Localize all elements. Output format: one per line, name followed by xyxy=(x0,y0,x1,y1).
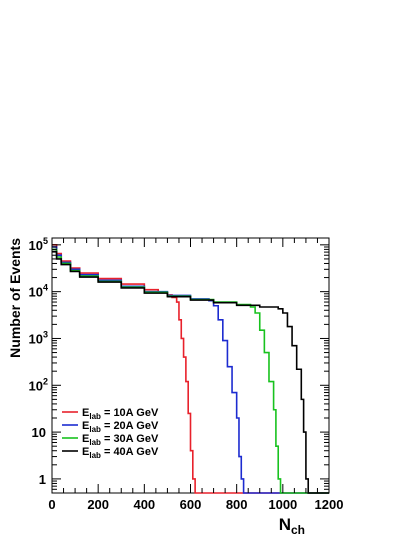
y-tick-label: 104 xyxy=(29,283,48,300)
x-tick-label: 1200 xyxy=(315,497,344,512)
axes: 0 200 400 600 800 1000 1200 1 10 102 103 104 105 Nch N… xyxy=(7,236,343,537)
x-tick-label: 400 xyxy=(133,497,155,512)
y-tick-label: 103 xyxy=(29,329,48,346)
x-tick-label: 200 xyxy=(87,497,109,512)
y-tick-label: 1 xyxy=(39,472,46,487)
y-axis-title: Number of Events xyxy=(7,238,23,358)
series-group xyxy=(52,244,329,494)
x-tick-label: 600 xyxy=(180,497,202,512)
y-tick-label: 105 xyxy=(29,236,48,253)
x-tick-label: 1000 xyxy=(268,497,297,512)
series-line-3 xyxy=(52,250,329,494)
x-tick-label: 0 xyxy=(48,497,55,512)
legend-label-2: Elab = 30A GeV xyxy=(82,433,159,447)
legend-label-3: Elab = 40A GeV xyxy=(82,446,159,460)
legend-label-1: Elab = 20A GeV xyxy=(82,420,159,434)
x-tick-label: 800 xyxy=(226,497,248,512)
y-tick-label: 102 xyxy=(29,376,48,393)
x-axis-title: Nch xyxy=(279,515,305,537)
legend-label-0: Elab = 10A GeV xyxy=(82,407,159,421)
y-tick-label: 10 xyxy=(32,425,46,440)
